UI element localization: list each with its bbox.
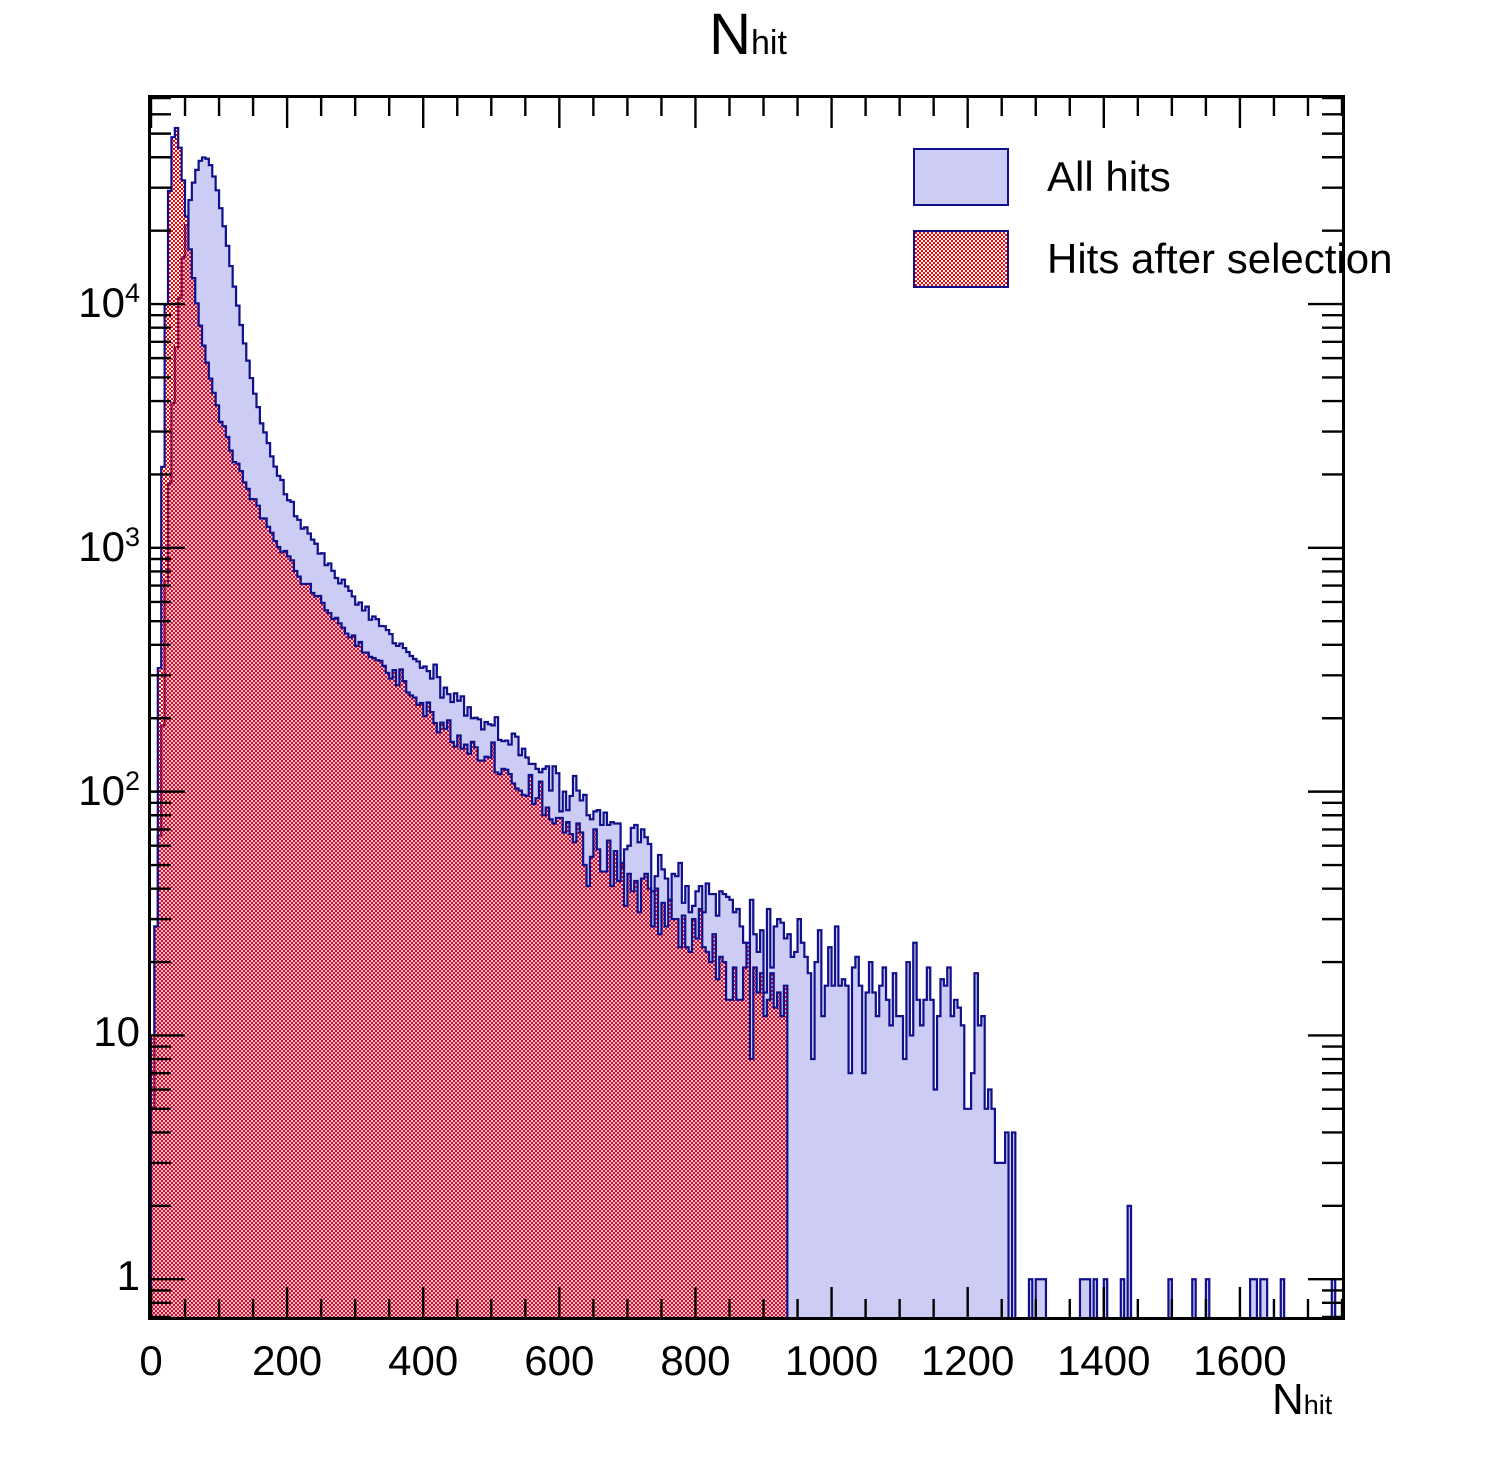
x-axis-title-subscript: hit [1303, 1390, 1333, 1420]
y-axis-tick-labels: 104 103 102 10 1 [0, 0, 140, 1472]
page-title: Nhit [0, 6, 1496, 64]
selection-histogram-fill [151, 127, 788, 1317]
plot-area [151, 98, 1342, 1317]
legend-entry: Hits after selection [913, 230, 1392, 288]
x-tick-label: 1600 [1193, 1337, 1287, 1384]
x-axis-tick-labels: 0 200 400 600 800 1000 1200 1400 1600 [0, 1332, 1496, 1392]
y-tick-label: 103 [78, 521, 140, 570]
y-tick-label: 104 [78, 278, 140, 327]
x-axis-title-main: N [1272, 1375, 1304, 1424]
plot-frame [148, 95, 1345, 1320]
x-tick-label: 600 [524, 1337, 595, 1384]
x-tick-label: 0 [139, 1337, 163, 1384]
x-tick-label: 400 [388, 1337, 459, 1384]
x-tick-label: 1000 [784, 1337, 879, 1384]
x-tick-label: 200 [252, 1337, 323, 1384]
legend-swatch-red [913, 230, 1009, 288]
y-tick-label: 1 [116, 1252, 140, 1300]
axis-ticks [151, 98, 1342, 1317]
x-axis-title: Nhit [1272, 1378, 1332, 1422]
legend: All hits Hits after selection [913, 148, 1392, 288]
plot-title-main: N [709, 2, 751, 67]
selection-histogram-path [151, 126, 789, 1317]
x-tick-label: 1200 [920, 1337, 1015, 1384]
x-tick-label: 800 [660, 1337, 731, 1384]
y-tick-label: 102 [78, 765, 140, 814]
legend-label: All hits [1047, 153, 1171, 200]
crosshatch-pattern-icon [915, 232, 1007, 286]
series-hits-after-selection [151, 126, 789, 1317]
histogram-svg [151, 98, 1342, 1317]
plot-title-subscript: hit [750, 24, 787, 62]
y-tick-label: 10 [93, 1008, 140, 1056]
x-tick-label: 1400 [1057, 1337, 1151, 1384]
legend-entry: All hits [913, 148, 1293, 206]
legend-swatch-blue [913, 148, 1009, 206]
legend-label: Hits after selection [1047, 235, 1393, 282]
